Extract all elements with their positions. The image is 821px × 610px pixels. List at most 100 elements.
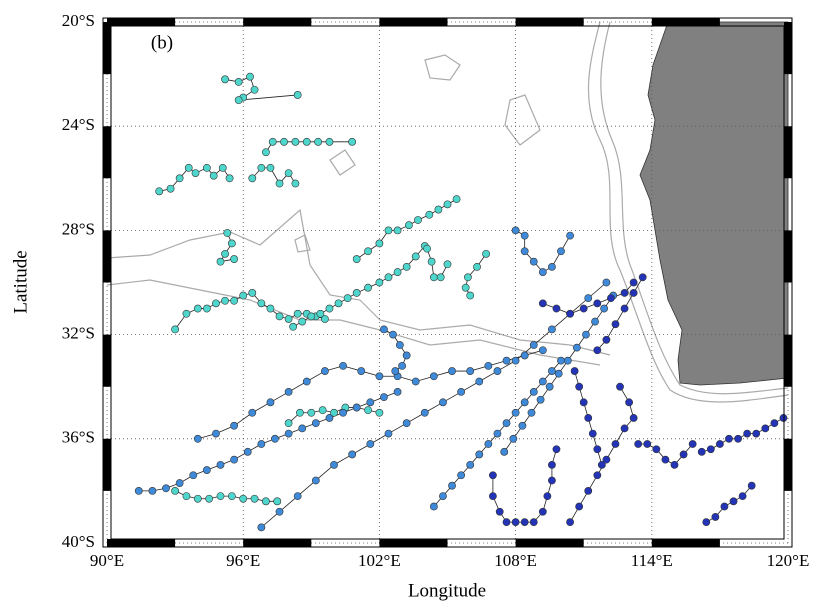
eddy-point [557,247,565,256]
eddy-point [284,429,293,438]
eddy-point [352,255,361,263]
eddy-point [271,434,279,443]
eddy-point [402,419,411,428]
eddy-point [239,494,248,503]
eddy-point [411,252,420,261]
eddy-point [266,163,275,172]
eddy-point [375,408,384,417]
track-line [174,490,278,502]
eddy-point [248,408,257,417]
eddy-point [720,502,729,511]
contour [329,149,356,176]
contour [600,21,789,395]
eddy-point [171,486,179,495]
eddy-point [511,408,520,417]
eddy-point [538,346,547,355]
eddy-point [436,273,445,282]
eddy-point [384,226,393,235]
eddy-point [529,518,538,527]
y-tick-label: 40°S [62,532,95,551]
eddy-point [352,403,361,412]
eddy-point [548,476,556,485]
eddy-point [352,289,361,297]
eddy-point [257,299,266,308]
eddy-point [148,486,157,495]
eddy-point [511,226,520,235]
eddy-point [275,179,284,188]
contour [504,94,541,146]
contour [106,279,601,366]
eddy-point [584,486,593,495]
eddy-point [588,429,597,438]
eddy-point [423,244,431,253]
x-tick-label: 102°E [358,551,401,570]
eddy-point [257,523,266,532]
eddy-point [239,291,248,300]
x-axis-label: Longitude [408,580,486,601]
eddy-point [202,163,211,172]
eddy-point [182,492,191,501]
eddy-point [284,388,293,396]
eddy-point [155,187,164,196]
contour [424,54,461,81]
eddy-point [584,414,593,422]
eddy-point [212,299,220,308]
eddy-point [457,471,466,480]
eddy-point [380,325,388,334]
eddy-point [548,262,556,271]
eddy-point [439,398,447,407]
eddy-point [429,273,438,282]
eddy-point [461,283,470,292]
eddy-point [318,406,327,415]
eddy-point [257,440,266,448]
eddy-point [311,419,320,428]
eddy-point [572,343,581,352]
eddy-point [566,231,574,240]
eddy-point [307,408,316,417]
eddy-point [227,239,236,248]
eddy-point [473,262,481,271]
eddy-point [484,440,493,448]
eddy-point [466,367,475,375]
eddy-point [193,494,202,503]
eddy-point [511,518,520,527]
eddy-point [402,351,411,360]
eddy-point [593,471,602,480]
eddy-point [375,278,384,287]
eddy-point [221,249,229,258]
eddy-point [520,231,529,240]
eddy-point [452,195,461,204]
eddy-point [348,137,357,146]
eddy-point [570,367,579,375]
eddy-point [511,356,520,365]
eddy-point [548,367,556,375]
eddy-point [248,289,257,297]
eddy-point [321,367,329,375]
eddy-point [552,445,561,454]
eddy-point [602,455,611,464]
eddy-point [343,294,352,303]
eddy-point [729,497,738,506]
eddy-point [193,304,202,313]
eddy-point [563,356,572,365]
eddy-point [250,85,259,94]
eddy-point [357,367,366,375]
eddy-point [291,137,300,146]
tracks [134,72,788,532]
eddy-point [743,429,752,438]
eddy-point [284,419,293,428]
eddy-point [706,445,715,454]
eddy-point [402,262,411,271]
eddy-point [443,260,452,269]
eddy-point [275,312,284,321]
eddy-point [221,296,229,305]
eddy-point [275,507,284,516]
eddy-point [439,492,447,501]
eddy-point [314,137,323,146]
eddy-point [364,406,372,415]
eddy-point [688,440,697,448]
frame [102,17,793,548]
y-tick-label: 24°S [62,115,95,134]
eddy-point [325,137,334,146]
